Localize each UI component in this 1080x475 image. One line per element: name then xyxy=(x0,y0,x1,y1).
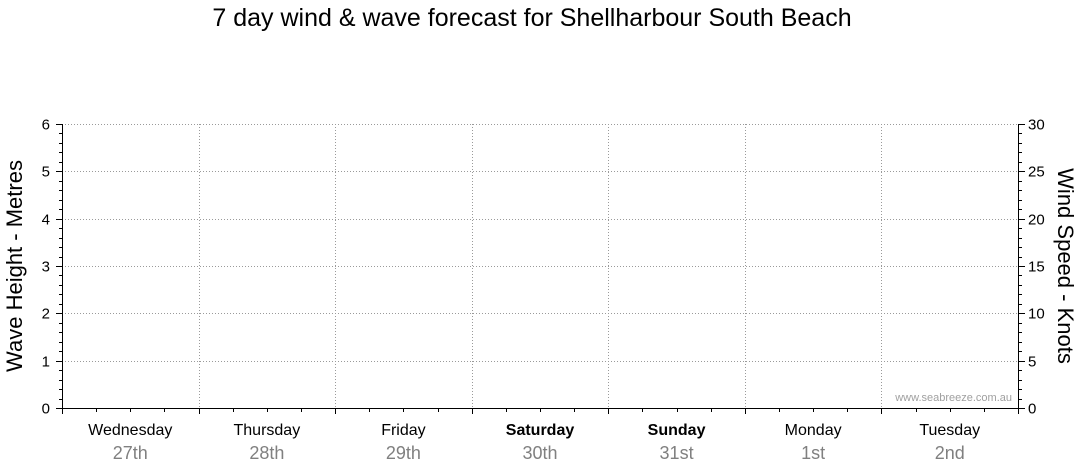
left-tick-label: 1 xyxy=(42,354,50,371)
left-tick-label: 3 xyxy=(42,259,50,276)
x-axis-ticks xyxy=(62,408,1019,414)
day-name-label: Wednesday xyxy=(88,422,172,439)
right-tick-label: 10 xyxy=(1028,306,1045,323)
right-tick-label: 30 xyxy=(1028,117,1045,134)
day-date-label: 2nd xyxy=(935,443,965,463)
day-name-label: Sunday xyxy=(648,422,706,439)
left-axis-title: Wave Height - Metres xyxy=(2,160,27,372)
day-date-label: 31st xyxy=(660,443,694,463)
day-name-label: Saturday xyxy=(506,422,575,439)
day-name-label: Monday xyxy=(785,422,842,439)
left-axis-ticks: 0 1 2 3 4 5 6 xyxy=(42,117,63,418)
day-date-label: 27th xyxy=(113,443,148,463)
day-name-label: Thursday xyxy=(234,422,301,439)
left-tick-label: 5 xyxy=(42,164,50,181)
right-tick-label: 20 xyxy=(1028,212,1045,229)
day-labels: Wednesday 27th Thursday 28th Friday 29th Satur… xyxy=(88,422,980,463)
right-axis-ticks: 0 5 10 15 20 25 30 xyxy=(1018,117,1045,418)
right-tick-label: 0 xyxy=(1028,401,1036,418)
day-name-label: Friday xyxy=(381,422,425,439)
chart-title: 7 day wind & wave forecast for Shellharb… xyxy=(212,4,852,32)
day-date-label: 28th xyxy=(249,443,284,463)
left-tick-label: 0 xyxy=(42,401,50,418)
day-name-label: Tuesday xyxy=(919,422,980,439)
left-tick-label: 6 xyxy=(42,117,50,134)
left-tick-label: 4 xyxy=(42,212,50,229)
day-date-label: 1st xyxy=(801,443,825,463)
right-tick-label: 15 xyxy=(1028,259,1045,276)
grid-lines xyxy=(62,124,1018,408)
right-tick-label: 5 xyxy=(1028,354,1036,371)
day-date-label: 29th xyxy=(386,443,421,463)
left-tick-label: 2 xyxy=(42,306,50,323)
day-date-label: 30th xyxy=(522,443,557,463)
right-axis-title: Wind Speed - Knots xyxy=(1053,168,1078,364)
right-tick-label: 25 xyxy=(1028,164,1045,181)
watermark: www.seabreeze.com.au xyxy=(894,392,1012,404)
